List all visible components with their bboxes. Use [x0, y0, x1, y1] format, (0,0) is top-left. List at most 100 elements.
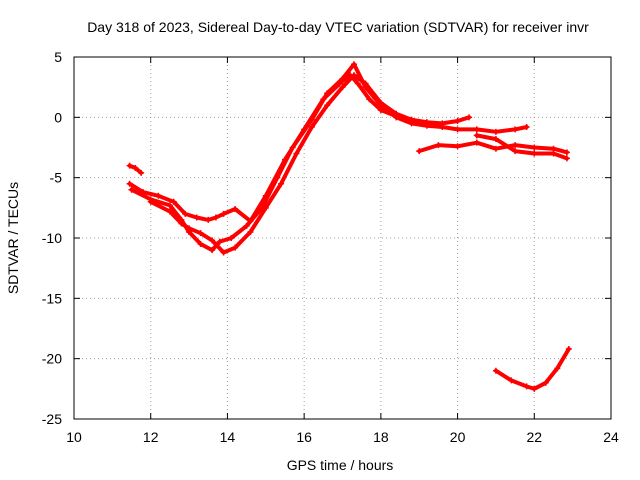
- data-point: [166, 208, 173, 215]
- data-point: [193, 214, 200, 221]
- data-point: [512, 142, 519, 149]
- data-point: [232, 244, 239, 251]
- x-axis-label: GPS time / hours: [287, 457, 394, 473]
- data-point: [416, 148, 423, 155]
- data-point: [492, 128, 499, 135]
- x-tick-label: 10: [66, 429, 82, 445]
- data-point: [186, 225, 193, 232]
- data-point: [466, 114, 473, 121]
- x-tick-label: 20: [450, 429, 466, 445]
- data-point: [339, 84, 346, 91]
- data-point: [351, 72, 358, 79]
- data-point: [563, 155, 570, 162]
- data-point: [197, 241, 204, 248]
- data-point: [473, 139, 480, 146]
- data-point: [138, 169, 145, 176]
- data-point: [366, 96, 373, 103]
- data-point: [435, 142, 442, 149]
- data-point: [512, 126, 519, 133]
- data-point: [354, 80, 361, 87]
- data-point: [492, 367, 499, 374]
- data-point: [377, 99, 384, 106]
- data-point: [473, 126, 480, 133]
- y-tick-label: -15: [42, 290, 62, 306]
- data-point: [454, 143, 461, 150]
- data-point: [324, 90, 331, 97]
- data-point: [351, 61, 358, 68]
- data-point: [492, 145, 499, 152]
- data-point: [232, 206, 239, 213]
- data-point: [220, 249, 227, 256]
- data-point: [508, 377, 515, 384]
- data-series: [126, 61, 572, 392]
- tick-labels: 10 12 14 16 18 20 22 24 -25 -20 -15 -10 -5 0 5: [42, 49, 619, 445]
- y-tick-label: 0: [54, 109, 62, 125]
- data-point: [243, 222, 250, 229]
- data-point: [423, 121, 430, 128]
- x-tick-label: 22: [526, 429, 542, 445]
- series-segment-c: [128, 61, 530, 254]
- data-point: [531, 150, 538, 157]
- x-tick-label: 14: [220, 429, 236, 445]
- data-point: [209, 247, 216, 254]
- data-point: [531, 385, 538, 392]
- x-tick-label: 16: [296, 429, 312, 445]
- data-point: [182, 210, 189, 217]
- data-point: [128, 186, 135, 193]
- data-point: [126, 180, 133, 187]
- data-point: [550, 150, 557, 157]
- data-point: [220, 210, 227, 217]
- series-segment-a: [126, 162, 145, 176]
- data-point: [339, 75, 346, 82]
- data-point: [289, 144, 296, 151]
- series-segment-f: [473, 132, 570, 162]
- data-point: [274, 174, 281, 181]
- data-point: [439, 123, 446, 130]
- y-axis-label: SDTVAR / TECUs: [5, 182, 21, 294]
- data-point: [247, 228, 254, 235]
- data-point: [565, 346, 572, 353]
- data-point: [170, 198, 177, 205]
- y-tick-label: -25: [42, 411, 62, 427]
- data-point: [554, 365, 561, 372]
- chart-title: Day 318 of 2023, Sidereal Day-to-day VTE…: [87, 19, 589, 35]
- data-point: [126, 162, 133, 169]
- data-point: [408, 116, 415, 123]
- data-point: [212, 214, 219, 221]
- series-trace: [129, 62, 529, 253]
- data-point: [454, 126, 461, 133]
- data-point: [362, 80, 369, 87]
- data-point: [492, 136, 499, 143]
- data-point: [563, 149, 570, 156]
- y-tick-label: 5: [54, 49, 62, 65]
- y-tick-label: -10: [42, 230, 62, 246]
- data-point: [178, 220, 185, 227]
- data-point: [228, 235, 235, 241]
- data-point: [454, 117, 461, 124]
- series-trace: [474, 133, 569, 161]
- series-segment-d: [147, 72, 430, 256]
- data-point: [262, 204, 269, 211]
- data-point: [197, 230, 204, 237]
- data-point: [523, 123, 530, 130]
- data-point: [293, 150, 300, 157]
- data-point: [512, 148, 519, 155]
- data-point: [147, 198, 154, 205]
- data-point: [531, 144, 538, 151]
- series-segment-g: [492, 346, 572, 392]
- data-point: [209, 237, 216, 244]
- data-point: [393, 110, 400, 117]
- data-point: [132, 165, 139, 172]
- series-segment-e: [416, 139, 570, 156]
- data-point: [523, 383, 530, 390]
- data-point: [216, 238, 223, 245]
- data-point: [542, 379, 549, 386]
- data-point: [205, 216, 212, 223]
- data-point: [278, 180, 285, 187]
- x-tick-label: 12: [143, 429, 159, 445]
- data-point: [166, 202, 173, 209]
- y-tick-label: -20: [42, 351, 62, 367]
- data-point: [155, 192, 162, 199]
